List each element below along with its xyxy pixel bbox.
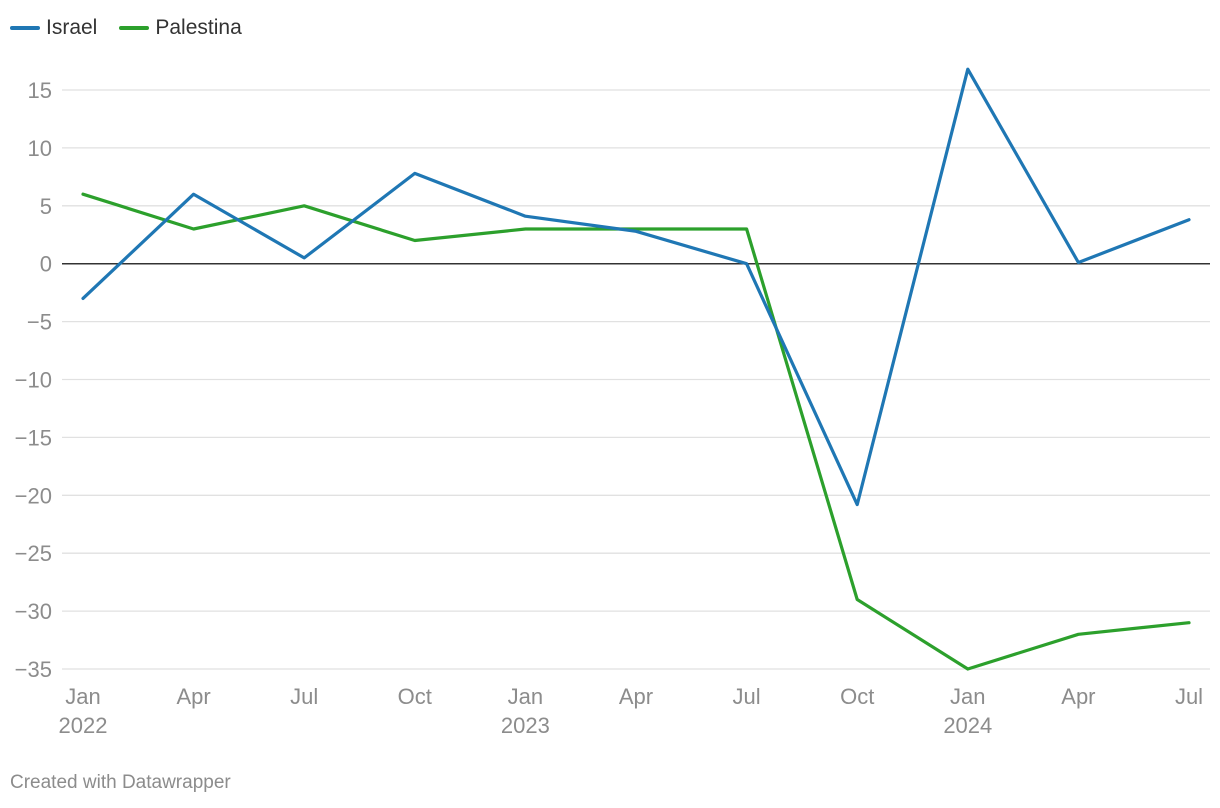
y-tick-label: −30 (15, 599, 52, 624)
x-tick-label: Jul (290, 684, 318, 709)
legend-swatch-palestina (119, 26, 150, 30)
x-tick-year-label: 2022 (59, 713, 108, 738)
x-tick-label: Oct (840, 684, 874, 709)
x-tick-label: Oct (398, 684, 432, 709)
x-tick-label: Apr (1061, 684, 1095, 709)
y-tick-label: −5 (27, 310, 52, 335)
legend-item-palestina: Palestina (119, 16, 242, 40)
series-line-palestina (81, 192, 1191, 671)
series-line-israel (81, 67, 1191, 507)
y-tick-label: −35 (15, 657, 52, 682)
legend-item-israel: Israel (10, 16, 97, 40)
x-tick-label: Jul (1175, 684, 1203, 709)
x-tick-label: Jan (508, 684, 543, 709)
x-tick-year-label: 2024 (943, 713, 992, 738)
x-tick-year-label: 2023 (501, 713, 550, 738)
footer-credit: Created with Datawrapper (10, 772, 231, 793)
y-tick-label: 5 (40, 194, 52, 219)
x-tick-label: Apr (619, 684, 653, 709)
legend-swatch-israel (10, 26, 40, 30)
legend: Israel Palestina (10, 15, 264, 41)
legend-label-palestina: Palestina (155, 16, 242, 39)
y-tick-label: 15 (28, 78, 52, 103)
y-tick-label: −20 (15, 483, 52, 508)
y-tick-label: −10 (15, 368, 52, 393)
x-tick-label: Apr (176, 684, 210, 709)
x-tick-label: Jul (733, 684, 761, 709)
y-tick-label: 0 (40, 252, 52, 277)
y-tick-label: −25 (15, 541, 52, 566)
y-tick-label: 10 (28, 136, 52, 161)
y-tick-label: −15 (15, 425, 52, 450)
x-tick-label: Jan (950, 684, 985, 709)
x-tick-label: Jan (65, 684, 100, 709)
legend-label-israel: Israel (46, 16, 98, 39)
